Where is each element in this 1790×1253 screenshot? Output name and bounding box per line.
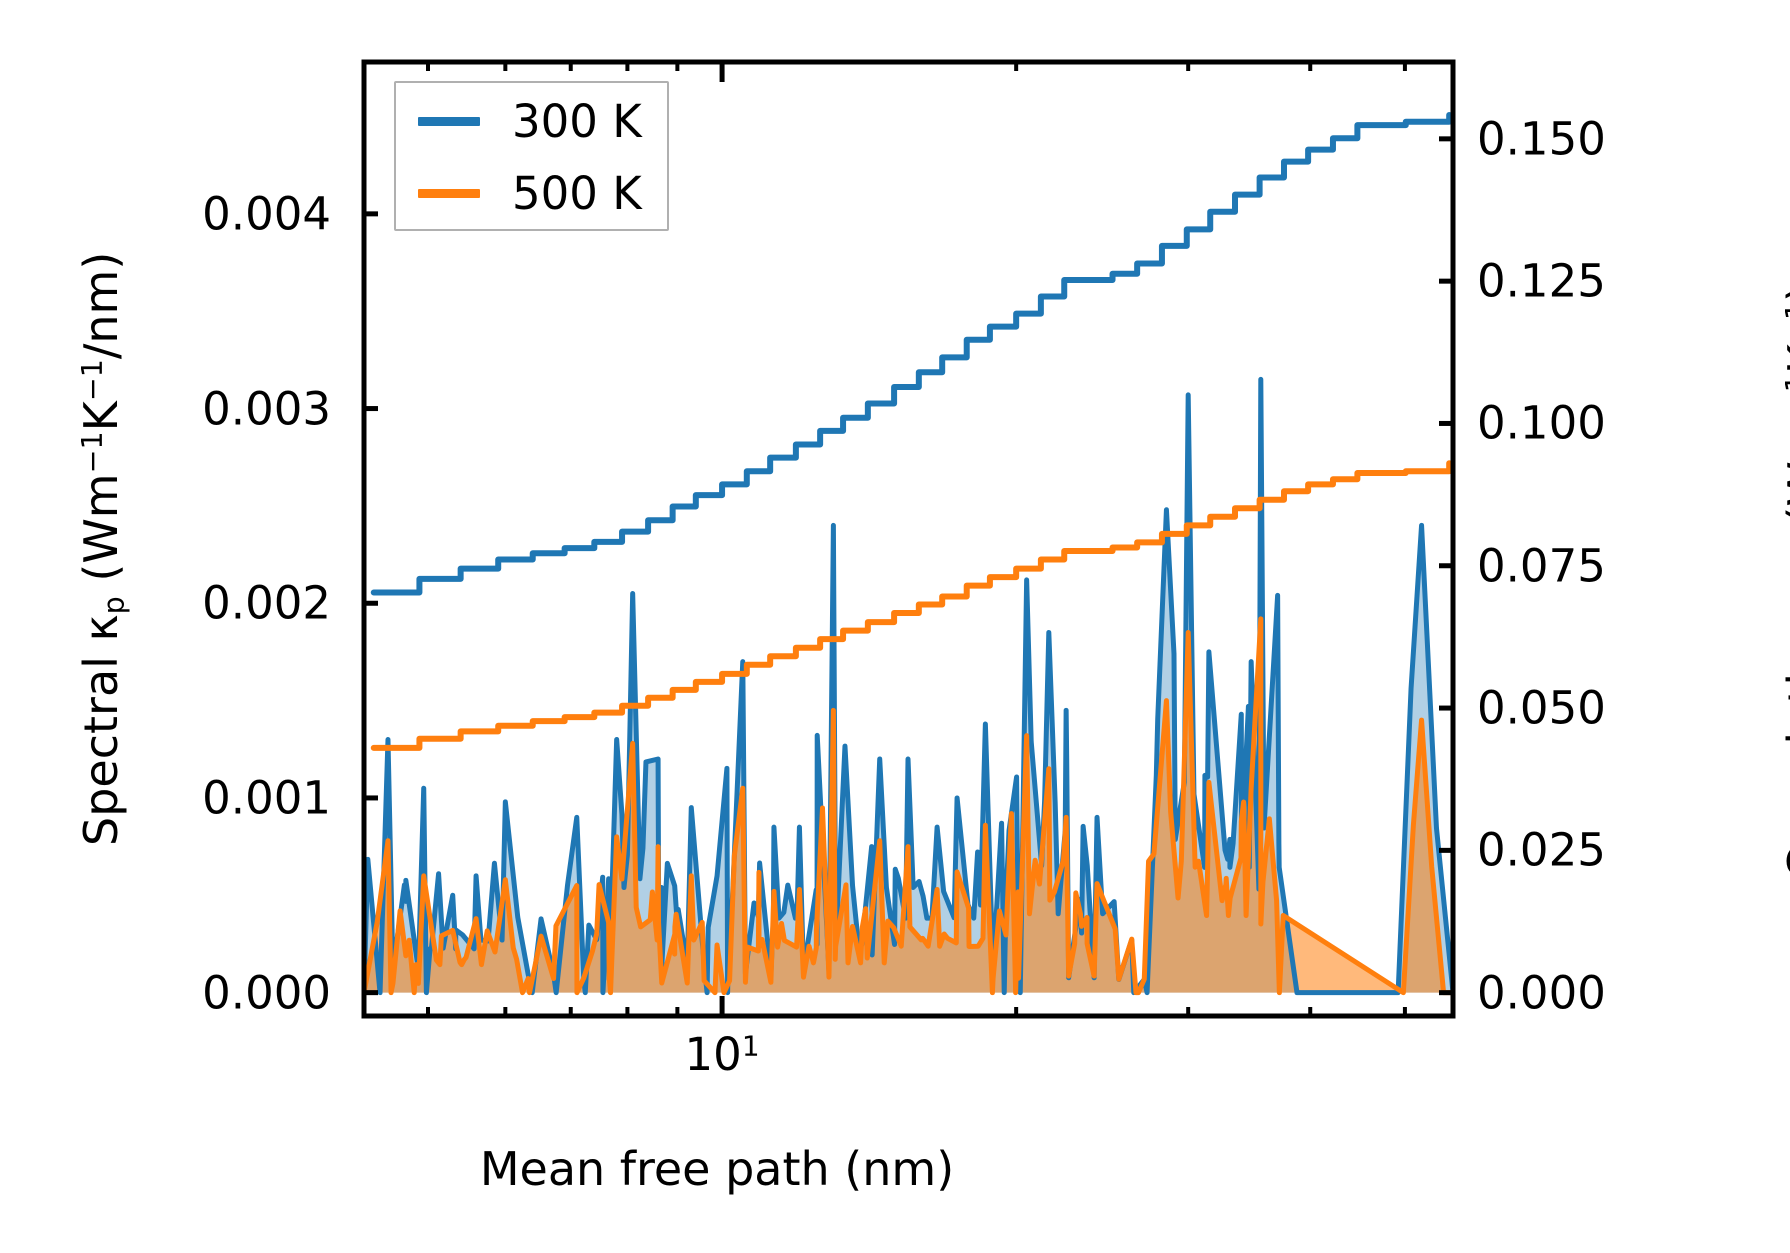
y-tick-label-right-1: 0.025 [1477,823,1606,877]
axes-frame [361,59,1456,1019]
cumulative-line-300k [370,111,1453,596]
y-tick-label-right-3: 0.075 [1477,539,1606,593]
legend-entry-300k: 300 K [396,87,667,155]
legend-swatch-300k [418,116,480,126]
legend-label-300k: 300 K [512,94,642,148]
legend: 300 K 500 K [394,81,669,231]
x-tick-label-0: 101 [685,1028,760,1081]
y-tick-label-left-4: 0.004 [202,187,331,241]
legend-entry-500k: 500 K [396,159,667,227]
legend-swatch-500k [418,188,480,198]
spectral-line-500k [361,616,1456,996]
y-tick-label-right-2: 0.050 [1477,681,1606,735]
legend-label-500k: 500 K [512,166,642,220]
y-tick-label-left-0: 0.000 [202,966,331,1020]
y-tick-label-right-0: 0.000 [1477,966,1606,1020]
spectral-line-300k [361,376,1456,996]
x-tick-label-exponent: 1 [741,1029,760,1063]
x-axis-title: Mean free path (nm) [479,1142,955,1196]
y-tick-label-left-1: 0.001 [202,771,331,825]
x-tick-label-mantissa: 10 [684,1028,742,1081]
spectral-fill-500k [364,618,1453,993]
cumulative-line-500k [370,460,1453,751]
y-tick-label-left-3: 0.003 [202,382,331,436]
y-tick-label-right-4: 0.100 [1477,396,1606,450]
y-tick-label-left-2: 0.002 [202,576,331,630]
y-tick-label-right-6: 0.150 [1477,112,1606,166]
y-tick-label-right-5: 0.125 [1477,254,1606,308]
